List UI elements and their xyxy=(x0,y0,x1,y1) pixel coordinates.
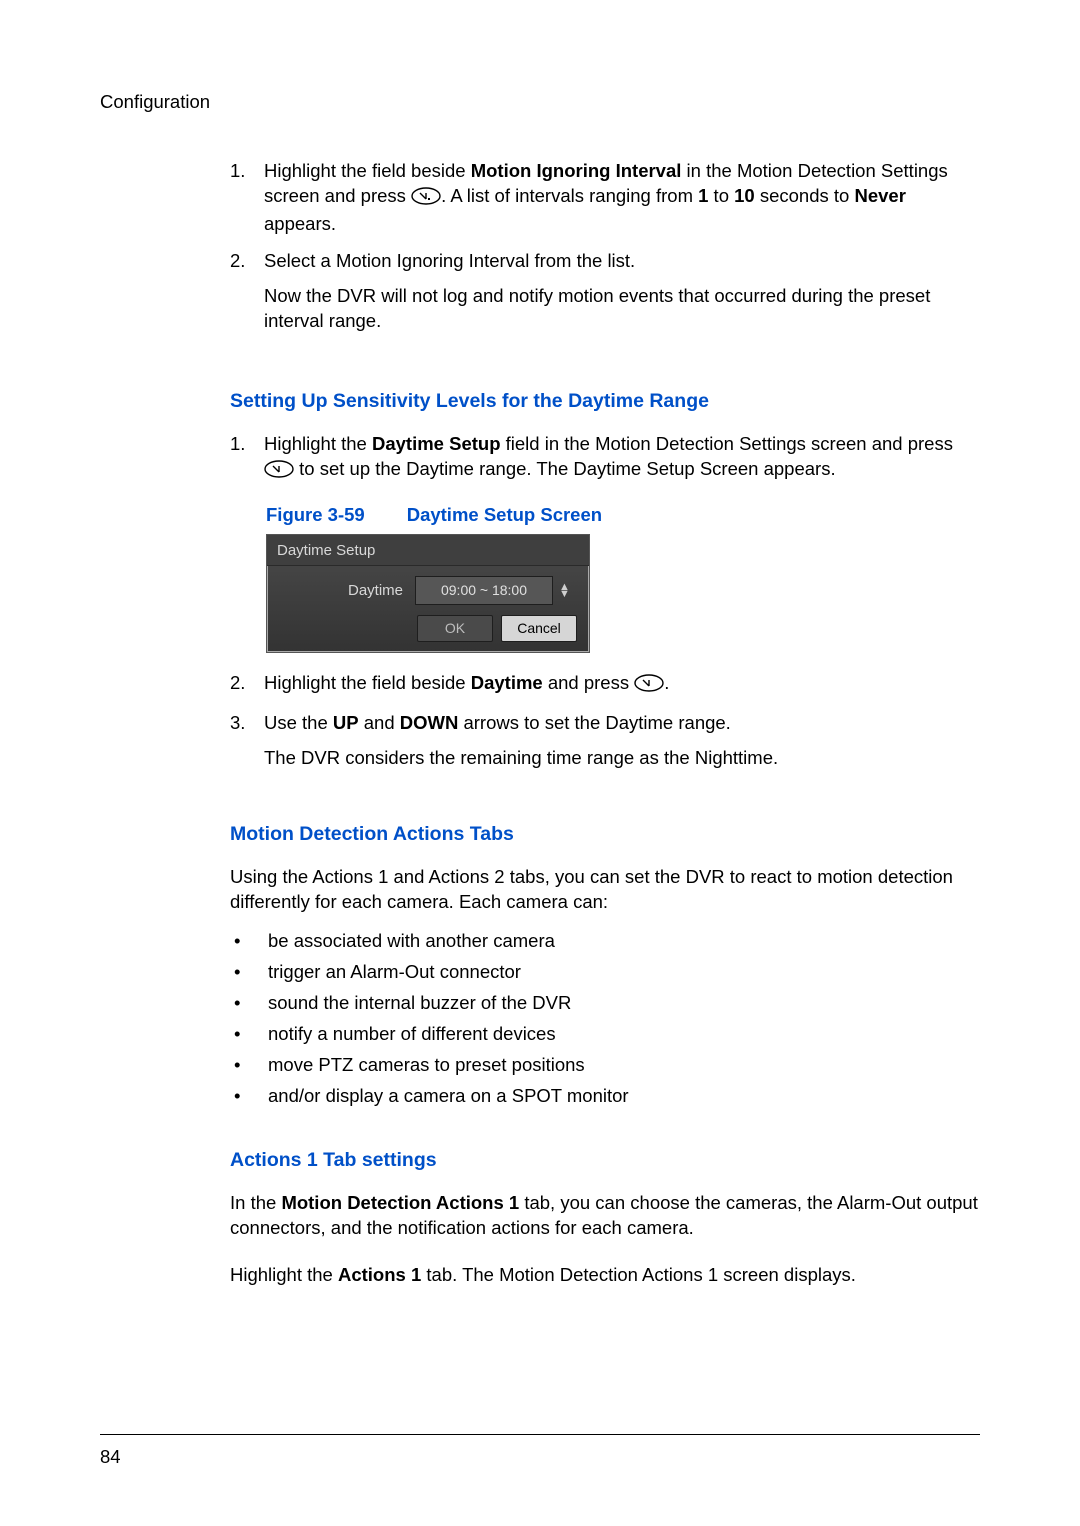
bullet-text: notify a number of different devices xyxy=(268,1022,556,1047)
step-text: Highlight the field beside Daytime and p… xyxy=(264,671,980,699)
bullet-text: and/or display a camera on a SPOT monito… xyxy=(268,1084,629,1109)
text: arrows to set the Daytime range. xyxy=(458,712,730,733)
text: and xyxy=(359,712,400,733)
daytime-range-field[interactable]: 09:00 ~ 18:00 xyxy=(415,576,553,605)
step-number: 2. xyxy=(230,249,264,334)
bold-text: Never xyxy=(854,185,905,206)
bullet-text: be associated with another camera xyxy=(268,929,555,954)
bold-text: DOWN xyxy=(400,712,459,733)
motion-ignoring-steps: 1. Highlight the field beside Motion Ign… xyxy=(230,159,980,334)
figure-number: Figure 3-59 xyxy=(266,504,365,525)
text: Select a Motion Ignoring Interval from t… xyxy=(264,250,635,271)
ok-button[interactable]: OK xyxy=(417,615,493,642)
enter-icon xyxy=(634,674,664,699)
step-number: 3. xyxy=(230,711,264,771)
step-text: Use the UP and DOWN arrows to set the Da… xyxy=(264,711,980,771)
bullet-icon: • xyxy=(230,1053,268,1078)
actions-bullets: •be associated with another camera •trig… xyxy=(230,929,980,1109)
figure-title: Daytime Setup Screen xyxy=(407,504,602,525)
dialog-title: Daytime Setup xyxy=(267,535,589,566)
section-label: Configuration xyxy=(100,90,980,115)
bullet-text: trigger an Alarm-Out connector xyxy=(268,960,521,985)
actions1-para1: In the Motion Detection Actions 1 tab, y… xyxy=(230,1191,980,1241)
bold-text: Daytime xyxy=(471,672,543,693)
bold-text: Actions 1 xyxy=(338,1264,421,1285)
step-number: 1. xyxy=(230,159,264,237)
text: Highlight the xyxy=(264,433,372,454)
bullet-text: move PTZ cameras to preset positions xyxy=(268,1053,585,1078)
bullet-icon: • xyxy=(230,1084,268,1109)
text: and press xyxy=(543,672,635,693)
actions1-para2: Highlight the Actions 1 tab. The Motion … xyxy=(230,1263,980,1288)
text: . xyxy=(664,672,669,693)
daytime-steps-part2: 2. Highlight the field beside Daytime an… xyxy=(230,671,980,771)
step-subtext: Now the DVR will not log and notify moti… xyxy=(264,284,980,334)
stepper-icon[interactable]: ▲▼ xyxy=(559,584,577,598)
daytime-label: Daytime xyxy=(277,581,415,601)
text: Highlight the xyxy=(230,1264,338,1285)
bullet-icon: • xyxy=(230,991,268,1016)
step-text: Select a Motion Ignoring Interval from t… xyxy=(264,249,980,334)
text: tab. The Motion Detection Actions 1 scre… xyxy=(421,1264,856,1285)
enter-icon xyxy=(264,460,294,485)
bullet-icon: • xyxy=(230,960,268,985)
text: to set up the Daytime range. The Daytime… xyxy=(294,458,836,479)
bullet-icon: • xyxy=(230,929,268,954)
page-footer: 84 xyxy=(100,1434,980,1470)
page-number: 84 xyxy=(100,1445,980,1470)
daytime-setup-dialog: Daytime Setup Daytime 09:00 ~ 18:00 ▲▼ O… xyxy=(266,534,590,653)
step-subtext: The DVR considers the remaining time ran… xyxy=(264,746,980,771)
bullet-text: sound the internal buzzer of the DVR xyxy=(268,991,571,1016)
text: appears. xyxy=(264,213,336,234)
heading-sensitivity: Setting Up Sensitivity Levels for the Da… xyxy=(230,388,980,414)
step-text: Highlight the Daytime Setup field in the… xyxy=(264,432,980,485)
text: Highlight the field beside xyxy=(264,160,471,181)
text: Use the xyxy=(264,712,333,733)
text: field in the Motion Detection Settings s… xyxy=(501,433,953,454)
text: to xyxy=(708,185,734,206)
text: . A list of intervals ranging from xyxy=(441,185,698,206)
bullet-icon: • xyxy=(230,1022,268,1047)
heading-actions-tabs: Motion Detection Actions Tabs xyxy=(230,821,980,847)
bold-text: UP xyxy=(333,712,359,733)
step-number: 2. xyxy=(230,671,264,699)
daytime-steps-part1: 1. Highlight the Daytime Setup field in … xyxy=(230,432,980,485)
step-number: 1. xyxy=(230,432,264,485)
step-text: Highlight the field beside Motion Ignori… xyxy=(264,159,980,237)
actions-intro-para: Using the Actions 1 and Actions 2 tabs, … xyxy=(230,865,980,915)
bold-text: Motion Ignoring Interval xyxy=(471,160,682,181)
text: In the xyxy=(230,1192,281,1213)
bold-text: 1 xyxy=(698,185,708,206)
bold-text: Daytime Setup xyxy=(372,433,501,454)
bold-text: 10 xyxy=(734,185,755,206)
text: seconds to xyxy=(755,185,855,206)
heading-actions1: Actions 1 Tab settings xyxy=(230,1147,980,1173)
enter-icon xyxy=(411,187,441,212)
bold-text: Motion Detection Actions 1 xyxy=(281,1192,519,1213)
text: Highlight the field beside xyxy=(264,672,471,693)
figure-caption: Figure 3-59 Daytime Setup Screen xyxy=(266,503,980,528)
cancel-button[interactable]: Cancel xyxy=(501,615,577,642)
